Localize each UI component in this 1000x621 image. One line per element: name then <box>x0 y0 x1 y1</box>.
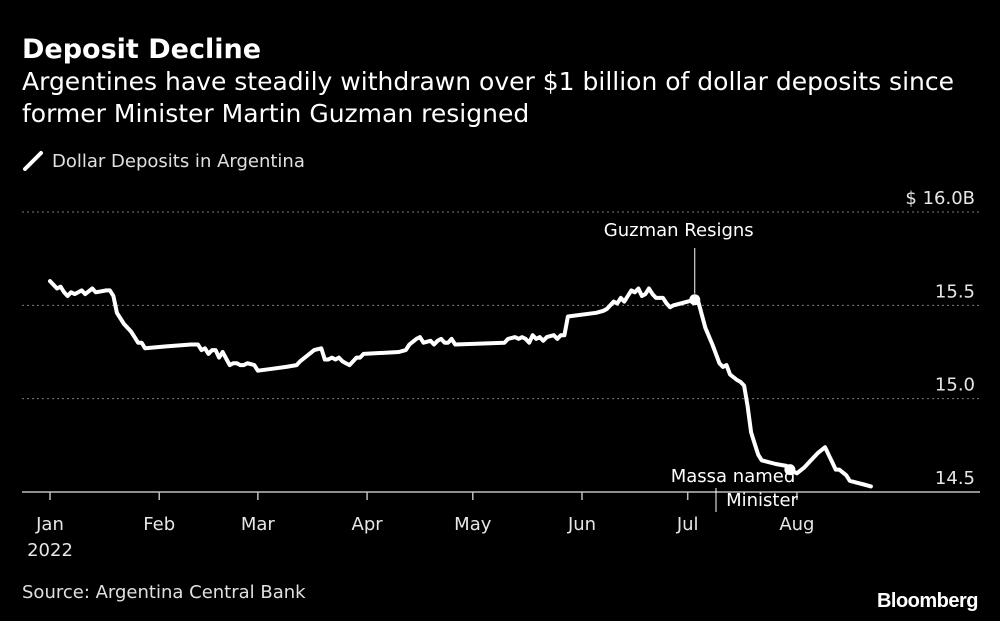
x-tick-year-label: 2022 <box>27 540 73 561</box>
legend-line-icon <box>23 151 43 171</box>
y-tick-label: $ 16.0B <box>905 188 975 209</box>
x-tick-label: Aug <box>779 514 814 535</box>
x-tick-label: Jan <box>35 514 64 535</box>
y-tick-label: 14.5 <box>935 468 975 489</box>
y-tick-label: 15.0 <box>935 375 975 396</box>
massa-annotation-label-line1: Massa named <box>671 466 796 487</box>
massa-annotation-marker <box>784 464 796 476</box>
bloomberg-logo: Bloomberg <box>876 590 979 612</box>
guzman-annotation-marker <box>689 294 701 306</box>
chart-title: Deposit Decline <box>22 34 262 65</box>
legend: Dollar Deposits in Argentina <box>22 150 305 172</box>
series-line-dollar-deposits <box>48 279 873 489</box>
x-tick-label: Jun <box>567 514 596 535</box>
x-tick-label: May <box>454 514 492 535</box>
x-tick-label: Mar <box>241 514 276 535</box>
guzman-annotation-label: Guzman Resigns <box>604 220 754 241</box>
x-tick-label: Jul <box>676 514 699 535</box>
legend-label: Dollar Deposits in Argentina <box>52 150 305 172</box>
source-note: Source: Argentina Central Bank <box>22 582 306 603</box>
x-tick-label: Apr <box>352 514 384 535</box>
x-tick-label: Feb <box>143 514 175 535</box>
y-tick-label: 15.5 <box>935 281 975 302</box>
massa-annotation-label-line2: Minister <box>726 490 798 511</box>
chart-subtitle: Argentines have steadily withdrawn over … <box>22 67 954 128</box>
